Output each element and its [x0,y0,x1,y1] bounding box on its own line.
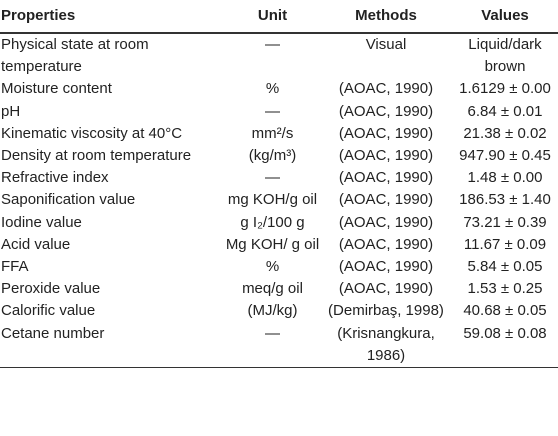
property-cell: Moisture content [1,80,112,98]
value-cell: 6.84 ± 0.01 [467,102,543,120]
method-cell: (AOAC, 1990) [338,124,434,142]
table-row: Cetane number — (Krisnangkura, 1986) 59.08 … [0,322,558,369]
value-cell: 947.90 ± 0.45 [459,147,551,165]
table-row: Saponification value mg KOH/g oil (AOAC, 1… [0,189,558,211]
property-cell: FFA [1,258,29,276]
table-row: Iodine value g I₂/100 g (AOAC, 1990) 73.21 … [0,212,558,234]
property-cell: Cetane number [0,322,225,369]
unit-cell: g I₂/100 g [240,213,305,231]
unit-cell: (MJ/kg) [247,302,298,320]
value-cell: 186.53 ± 1.40 [459,191,551,209]
property-cell: Peroxide value [1,280,101,298]
value-cell: 73.21 ± 0.39 [463,213,547,231]
method-cell: (AOAC, 1990) [338,280,434,298]
table-row: Density at room temperature (kg/m³) (AOAC,… [0,145,558,167]
unit-cell: — [265,169,280,187]
method-cell: (AOAC, 1990) [338,147,434,165]
table-row: pH — (AOAC, 1990) 6.84 ± 0.01 [0,101,558,123]
method-cell: (AOAC, 1990) [338,191,434,209]
table-row: Physical state at room temperature — Visua… [0,33,558,78]
unit-cell: — [265,102,280,120]
method-cell: Visual [365,36,407,53]
method-cell: (Krisnangkura, 1986) [320,322,452,369]
value-cell: 1.53 ± 0.25 [467,280,543,298]
table-row: Peroxide value meq/g oil (AOAC, 1990) 1.53 … [0,278,558,300]
property-cell: Kinematic viscosity at 40°C [1,124,183,142]
property-cell: Refractive index [1,169,109,187]
unit-cell: mm²/s [251,124,294,142]
unit-cell: mg KOH/g oil [227,191,318,209]
value-cell: 1.6129 ± 0.00 [459,80,551,98]
property-cell: Iodine value [1,213,82,231]
unit-cell: (kg/m³) [248,147,297,165]
header-row: Properties Unit Methods Values [0,0,558,34]
unit-cell: — [225,322,320,369]
table-row: Refractive index — (AOAC, 1990) 1.48 ± 0.00 [0,167,558,189]
property-cell: Acid value [1,235,71,253]
properties-table: Properties Unit Methods Values Physical sta… [0,0,558,369]
header-cell: Unit [225,0,320,34]
method-cell: (AOAC, 1990) [338,102,434,120]
header-cell: Methods [320,0,452,34]
method-cell: (AOAC, 1990) [338,213,434,231]
value-cell: Liquid/dark brown [468,36,542,76]
value-cell: 11.67 ± 0.09 [463,235,547,253]
value-cell: 40.68 ± 0.05 [463,302,547,320]
header-cell: Values [452,0,558,34]
unit-cell: — [265,36,280,53]
table-row: FFA% (AOAC, 1990) 5.84 ± 0.05 [0,256,558,278]
table-row: Kinematic viscosity at 40°C mm²/s (AOAC, 1… [0,123,558,145]
method-cell: (AOAC, 1990) [338,80,434,98]
table-row: Calorific value (MJ/kg) (Demirbaş, 1998) 40… [0,300,558,322]
table-row: Moisture content% (AOAC, 1990) 1.6129 ± 0.… [0,78,558,100]
property-cell: Density at room temperature [1,147,192,165]
value-cell: 21.38 ± 0.02 [463,124,547,142]
unit-cell: meq/g oil [242,280,303,298]
table-row: Acid value Mg KOH/ g oil (AOAC, 1990) 11.67… [0,234,558,256]
method-cell: (AOAC, 1990) [338,169,434,187]
header-cell: Properties [0,0,225,34]
property-cell: Saponification value [1,191,136,209]
method-cell: (Demirbaş, 1998) [328,302,444,320]
value-cell: 5.84 ± 0.05 [467,258,543,276]
method-cell: (AOAC, 1990) [338,235,434,253]
property-cell: Physical state at room temperature [1,36,149,76]
property-cell: Calorific value [1,302,96,320]
unit-cell: % [265,80,280,98]
method-cell: (AOAC, 1990) [338,258,434,276]
value-cell: 1.48 ± 0.00 [467,169,543,187]
unit-cell: % [265,258,280,276]
unit-cell: Mg KOH/ g oil [225,235,320,253]
table-body: Physical state at room temperature — Visua… [0,33,558,369]
value-cell: 59.08 ± 0.08 [452,322,558,369]
property-cell: pH [1,102,21,120]
